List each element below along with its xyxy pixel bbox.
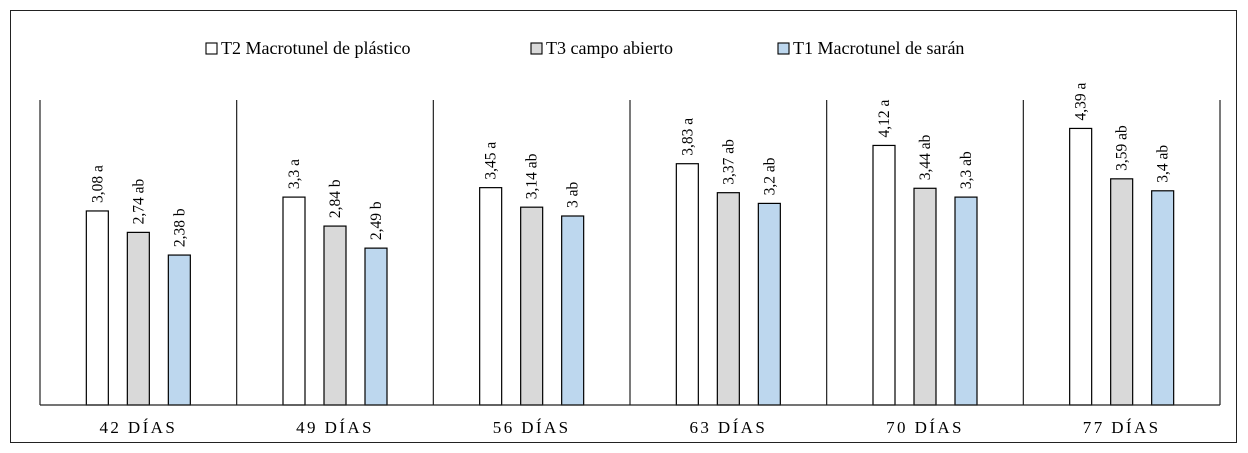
bar (1110, 178, 1134, 406)
data-label: 2,74 ab (130, 179, 147, 225)
bar (167, 254, 191, 406)
legend: T2 Macrotunel de plástico T3 campo abiert… (205, 38, 964, 58)
data-label: 3,44 ab (917, 134, 934, 180)
bar (913, 187, 937, 406)
bar (757, 202, 781, 406)
data-label: 3 ab (565, 181, 582, 208)
bar (954, 196, 978, 406)
bar (1069, 127, 1093, 406)
chart-frame (10, 10, 1237, 443)
bar (282, 196, 306, 406)
bar (364, 247, 388, 406)
data-label: 3,08 a (89, 165, 106, 203)
legend-swatch (777, 42, 790, 55)
bar (323, 225, 347, 406)
data-label: 2,49 b (368, 201, 385, 240)
data-label: 2,38 b (171, 208, 188, 247)
data-labels: 3,08 a 2,74 ab 2,38 b 3,3 a 2,84 b 2,49 b 3,45… (89, 82, 1171, 247)
data-label: 3,14 ab (524, 153, 541, 199)
x-tick-label: 49 DÍAS (296, 418, 374, 437)
legend-label: T3 campo abierto (546, 38, 673, 58)
data-label: 2,84 b (327, 179, 344, 218)
legend-swatch (205, 42, 218, 55)
bars (85, 127, 1175, 406)
bar (675, 163, 699, 406)
data-label: 4,12 a (876, 99, 893, 137)
x-tick-label: 42 DÍAS (99, 418, 177, 437)
x-tick-label: 70 DÍAS (886, 418, 964, 437)
legend-item: T1 Macrotunel de sarán (777, 38, 964, 58)
data-label: 3,37 ab (720, 139, 737, 185)
data-label: 4,39 a (1073, 82, 1090, 120)
legend-label: T2 Macrotunel de plástico (221, 38, 410, 58)
x-tick-label: 77 DÍAS (1083, 418, 1161, 437)
legend-item: T2 Macrotunel de plástico (205, 38, 410, 58)
legend-item: T3 campo abierto (530, 38, 673, 58)
bar (716, 192, 740, 406)
x-tick-label: 63 DÍAS (689, 418, 767, 437)
data-label: 3,2 ab (761, 157, 778, 195)
bar (1151, 190, 1175, 406)
data-label: 3,83 a (679, 118, 696, 156)
legend-label: T1 Macrotunel de sarán (793, 38, 964, 58)
data-label: 3,3 ab (958, 151, 975, 189)
category-separators (39, 100, 1221, 405)
bar (479, 187, 503, 406)
data-label: 3,4 ab (1155, 145, 1172, 183)
data-label: 3,45 a (483, 142, 500, 180)
bar (85, 210, 109, 406)
data-label: 3,59 ab (1114, 125, 1131, 171)
legend-swatch (530, 42, 543, 55)
bar (872, 144, 896, 406)
x-tick-label: 56 DÍAS (493, 418, 571, 437)
bar (520, 206, 544, 406)
bar (561, 215, 585, 406)
data-label: 3,3 a (286, 159, 303, 189)
bar (126, 231, 150, 406)
x-tick-labels: 42 DÍAS 49 DÍAS 56 DÍAS 63 DÍAS 70 DÍAS 77 DÍ… (99, 418, 1161, 437)
